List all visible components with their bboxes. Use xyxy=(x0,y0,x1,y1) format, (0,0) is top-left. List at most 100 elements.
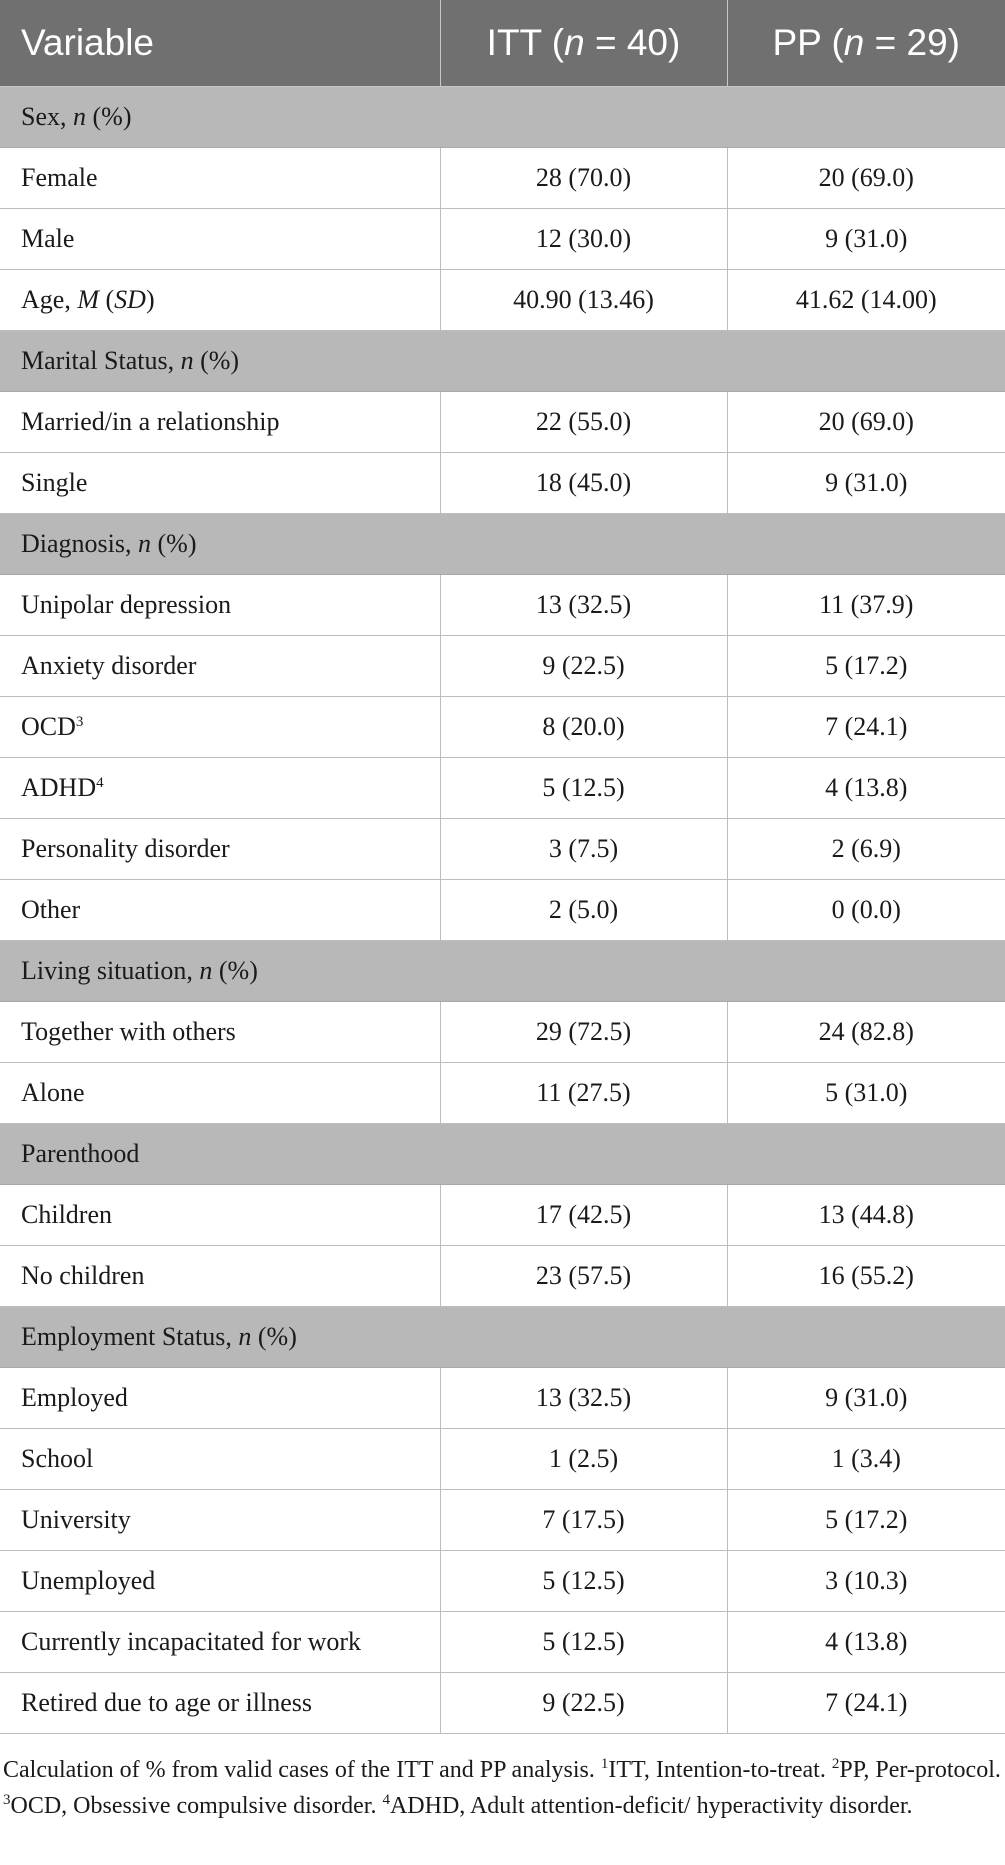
itt-value: 28 (70.0) xyxy=(440,147,728,209)
row-label: Anxiety disorder xyxy=(0,635,441,697)
section-title-rest: (%) xyxy=(193,346,240,375)
row-label-text: Unemployed xyxy=(21,1566,156,1595)
row-label: Age, M (SD) xyxy=(0,269,441,331)
section-row: Sex, n (%) xyxy=(0,86,1005,148)
table-row: Retired due to age or illness 9 (22.5) 7 (… xyxy=(0,1672,1005,1734)
table-footnote: Calculation of % from valid cases of the… xyxy=(0,1734,1005,1824)
demographics-table-container: Variable ITT (n = 40) PP (n = 29) Sex, n… xyxy=(0,0,1005,1824)
table-row: Employed 13 (32.5) 9 (31.0) xyxy=(0,1367,1005,1429)
pp-value: 0 (0.0) xyxy=(727,879,1005,941)
section-title-rest: (%) xyxy=(251,1322,297,1351)
footnote-text-2: PP, Per-protocol. xyxy=(839,1757,1001,1783)
itt-value: 7 (17.5) xyxy=(440,1489,728,1551)
demographics-table: Variable ITT (n = 40) PP (n = 29) Sex, n… xyxy=(0,0,1005,1734)
itt-value: 13 (32.5) xyxy=(440,574,728,636)
section-title: Marital Status, n (%) xyxy=(0,330,1005,392)
itt-value: 2 (5.0) xyxy=(440,879,728,941)
row-label: Currently incapacitated for work xyxy=(0,1611,441,1673)
pp-value: 13 (44.8) xyxy=(727,1184,1005,1246)
itt-value: 23 (57.5) xyxy=(440,1245,728,1307)
itt-value: 40.90 (13.46) xyxy=(440,269,728,331)
table-row: Personality disorder 3 (7.5) 2 (6.9) xyxy=(0,818,1005,880)
pp-value: 4 (13.8) xyxy=(727,757,1005,819)
row-label: ADHD4 xyxy=(0,757,441,819)
row-label-text: School xyxy=(21,1444,94,1473)
row-label-text: Employed xyxy=(21,1383,128,1412)
pp-value: 4 (13.8) xyxy=(727,1611,1005,1673)
row-label: Unipolar depression xyxy=(0,574,441,636)
row-label-text: Married/in a relationship xyxy=(21,407,280,436)
row-label-italic: SD xyxy=(114,285,146,314)
row-label-text: Personality disorder xyxy=(21,834,230,863)
itt-value: 1 (2.5) xyxy=(440,1428,728,1490)
row-label: Children xyxy=(0,1184,441,1246)
row-label: Together with others xyxy=(0,1001,441,1063)
row-label-italic: M xyxy=(77,285,99,314)
pp-value: 5 (17.2) xyxy=(727,1489,1005,1551)
row-label: OCD3 xyxy=(0,696,441,758)
itt-value: 13 (32.5) xyxy=(440,1367,728,1429)
section-row: Parenthood xyxy=(0,1123,1005,1185)
table-row: ADHD4 5 (12.5) 4 (13.8) xyxy=(0,757,1005,819)
row-label: School xyxy=(0,1428,441,1490)
row-label-text: Together with others xyxy=(21,1017,236,1046)
table-row: Unemployed 5 (12.5) 3 (10.3) xyxy=(0,1550,1005,1612)
row-label: Female xyxy=(0,147,441,209)
section-title-rest: (%) xyxy=(151,529,197,558)
section-title-text: Living situation, xyxy=(21,956,200,985)
row-label-text: No children xyxy=(21,1261,145,1290)
header-pp-prefix: PP ( xyxy=(772,22,844,63)
row-label: Unemployed xyxy=(0,1550,441,1612)
row-label: Retired due to age or illness xyxy=(0,1672,441,1734)
section-title-italic: n xyxy=(180,346,194,375)
table-row: Male 12 (30.0) 9 (31.0) xyxy=(0,208,1005,270)
header-itt-n: n xyxy=(564,22,585,63)
section-title: Living situation, n (%) xyxy=(0,940,1005,1002)
pp-value: 9 (31.0) xyxy=(727,208,1005,270)
table-row: Single 18 (45.0) 9 (31.0) xyxy=(0,452,1005,514)
row-label: Other xyxy=(0,879,441,941)
section-title-text: Marital Status, xyxy=(21,346,181,375)
footnote-sup-3: 3 xyxy=(3,1792,11,1808)
itt-value: 17 (42.5) xyxy=(440,1184,728,1246)
section-row: Marital Status, n (%) xyxy=(0,330,1005,392)
row-label: No children xyxy=(0,1245,441,1307)
pp-value: 9 (31.0) xyxy=(727,452,1005,514)
pp-value: 9 (31.0) xyxy=(727,1367,1005,1429)
itt-value: 18 (45.0) xyxy=(440,452,728,514)
section-title-text: Diagnosis, xyxy=(21,529,138,558)
row-label-part: ( xyxy=(99,285,115,314)
section-title: Diagnosis, n (%) xyxy=(0,513,1005,575)
section-title: Parenthood xyxy=(0,1123,1005,1185)
section-title: Employment Status, n (%) xyxy=(0,1306,1005,1368)
table-row: Children 17 (42.5) 13 (44.8) xyxy=(0,1184,1005,1246)
itt-value: 22 (55.0) xyxy=(440,391,728,453)
table-header-row: Variable ITT (n = 40) PP (n = 29) xyxy=(0,0,1005,87)
section-title-text: Parenthood xyxy=(21,1139,140,1168)
footnote-sup-4: 4 xyxy=(382,1792,390,1808)
itt-value: 5 (12.5) xyxy=(440,757,728,819)
pp-value: 16 (55.2) xyxy=(727,1245,1005,1307)
header-itt-prefix: ITT ( xyxy=(486,22,565,63)
table-row: School 1 (2.5) 1 (3.4) xyxy=(0,1428,1005,1490)
pp-value: 7 (24.1) xyxy=(727,1672,1005,1734)
row-label-text: Alone xyxy=(21,1078,85,1107)
table-row: Alone 11 (27.5) 5 (31.0) xyxy=(0,1062,1005,1124)
section-title-italic: n xyxy=(238,1322,252,1351)
footnote-text-3: OCD, Obsessive compulsive disorder. xyxy=(10,1793,383,1819)
row-label: Married/in a relationship xyxy=(0,391,441,453)
pp-value: 5 (31.0) xyxy=(727,1062,1005,1124)
pp-value: 20 (69.0) xyxy=(727,147,1005,209)
row-label: University xyxy=(0,1489,441,1551)
row-label-text: Single xyxy=(21,468,88,497)
pp-value: 3 (10.3) xyxy=(727,1550,1005,1612)
row-label-text: ADHD xyxy=(21,773,97,802)
itt-value: 8 (20.0) xyxy=(440,696,728,758)
row-label-text: Children xyxy=(21,1200,112,1229)
table-row: Other 2 (5.0) 0 (0.0) xyxy=(0,879,1005,941)
row-label-text: Male xyxy=(21,224,75,253)
section-title-italic: n xyxy=(199,956,213,985)
row-label-part: Age, xyxy=(21,285,78,314)
table-row: Age, M (SD) 40.90 (13.46) 41.62 (14.00) xyxy=(0,269,1005,331)
section-title-rest: (%) xyxy=(212,956,258,985)
